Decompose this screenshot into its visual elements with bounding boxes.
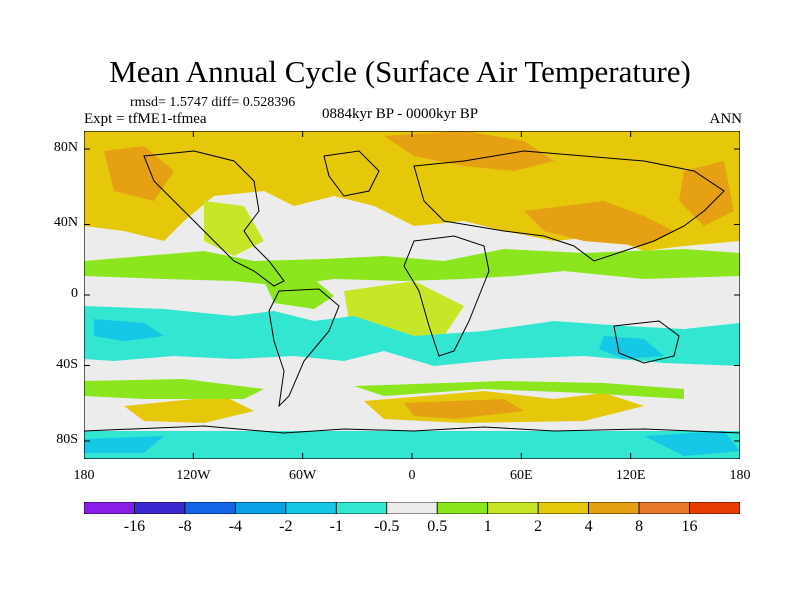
shading-green — [84, 249, 740, 399]
experiment-label: Expt = tfME1-tfmea — [84, 111, 207, 127]
lat-label: 0 — [71, 286, 78, 301]
colorbar-swatch — [234, 502, 287, 514]
lon-label: 0 — [408, 468, 416, 483]
colorbar-label: -0.5 — [374, 518, 400, 535]
colorbar-swatch — [134, 502, 186, 514]
colorbar-swatch — [588, 502, 640, 514]
lat-label: 80S — [56, 431, 78, 447]
coastlines — [84, 150, 740, 434]
colorbar-label: 4 — [584, 518, 593, 535]
lon-label: 60E — [510, 468, 533, 483]
shading-cool — [84, 306, 740, 459]
lon-label: 180 — [73, 468, 95, 483]
colorbar-swatch — [537, 502, 590, 514]
colorbar-swatch — [487, 502, 539, 514]
colorbar-label: 1 — [483, 518, 492, 535]
colorbar-label: 0.5 — [427, 518, 448, 535]
lon-label: 120E — [615, 468, 646, 483]
period-label: 0884kyr BP - 0000kyr BP — [322, 106, 479, 122]
lat-label: 40S — [56, 356, 78, 372]
lon-label: 60W — [289, 468, 317, 483]
colorbar-label: 2 — [534, 518, 543, 535]
lat-label: 40N — [53, 215, 78, 231]
colorbar-swatch — [184, 502, 236, 514]
colorbar-label: -8 — [178, 518, 192, 535]
colorbar — [84, 502, 740, 514]
shading-warm — [84, 131, 740, 423]
colorbar-label: -4 — [228, 518, 243, 535]
lon-label: 120W — [176, 468, 211, 483]
colorbar-swatch — [285, 502, 337, 514]
colorbar-label: 8 — [635, 518, 644, 535]
colorbar-label: -16 — [123, 518, 146, 535]
colorbar-swatch — [689, 502, 740, 514]
season-label: ANN — [709, 111, 743, 127]
plot-title: Mean Annual Cycle (Surface Air Temperatu… — [109, 54, 691, 89]
stats-label: rmsd= 1.5747 diff= 0.528396 — [130, 95, 296, 110]
axis-ticks — [84, 131, 740, 459]
colorbar-swatch — [436, 502, 489, 514]
colorbar-label: 16 — [681, 518, 698, 535]
colorbar-swatch — [335, 502, 388, 514]
lat-label: 80N — [53, 140, 78, 156]
colorbar-swatch — [638, 502, 690, 514]
temperature-map — [84, 131, 740, 459]
colorbar-swatch — [386, 502, 438, 514]
colorbar-label: -2 — [279, 518, 293, 535]
lon-label: 180 — [729, 468, 751, 483]
colorbar-label: -1 — [329, 518, 343, 535]
colorbar-swatch — [84, 502, 135, 514]
